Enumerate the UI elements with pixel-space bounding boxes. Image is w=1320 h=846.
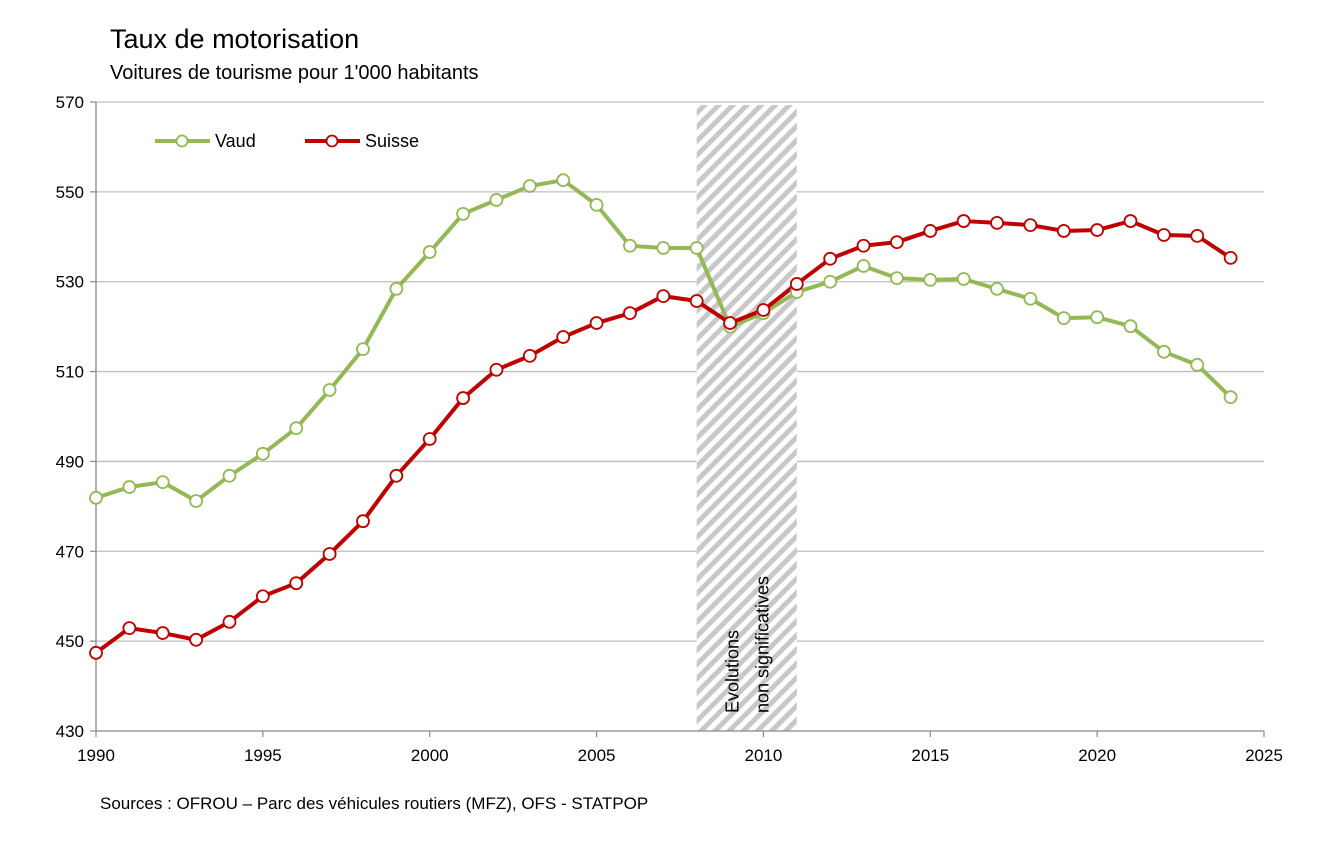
data-point-vaud bbox=[1090, 310, 1105, 325]
data-point-suisse bbox=[155, 626, 170, 640]
y-tick-label: 490 bbox=[56, 452, 84, 471]
data-point-vaud bbox=[489, 193, 504, 207]
data-point-suisse bbox=[723, 316, 737, 330]
data-point-vaud bbox=[623, 238, 637, 253]
series-line-suisse bbox=[94, 219, 1232, 655]
y-tick-label: 430 bbox=[56, 722, 84, 741]
data-point-vaud bbox=[689, 241, 704, 255]
data-point-suisse bbox=[389, 468, 404, 483]
data-point-vaud bbox=[556, 173, 571, 188]
x-tick-label: 2010 bbox=[745, 746, 783, 765]
data-point-suisse bbox=[356, 514, 370, 529]
data-point-suisse bbox=[1056, 224, 1071, 238]
data-point-suisse bbox=[990, 215, 1004, 230]
data-point-vaud bbox=[456, 206, 470, 221]
source-note: Sources : OFROU – Parc des véhicules rou… bbox=[100, 794, 648, 813]
data-point-vaud bbox=[990, 282, 1004, 296]
data-point-vaud bbox=[122, 480, 137, 494]
data-point-vaud bbox=[1156, 344, 1171, 359]
data-point-suisse bbox=[556, 330, 571, 344]
y-tick-label: 470 bbox=[56, 542, 84, 561]
data-point-vaud bbox=[923, 273, 938, 287]
data-point-vaud bbox=[1056, 311, 1071, 326]
data-point-suisse bbox=[456, 391, 470, 405]
legend-label: Suisse bbox=[365, 131, 419, 151]
y-tick-label: 550 bbox=[56, 183, 84, 202]
data-point-suisse bbox=[189, 632, 204, 647]
data-point-suisse bbox=[1190, 228, 1205, 243]
data-point-vaud bbox=[856, 259, 871, 273]
data-point-vaud bbox=[289, 421, 304, 436]
data-point-suisse bbox=[522, 348, 537, 363]
data-point-vaud bbox=[89, 490, 103, 505]
data-point-suisse bbox=[890, 235, 904, 250]
data-point-vaud bbox=[1223, 390, 1238, 405]
data-point-suisse bbox=[289, 576, 304, 591]
data-point-vaud bbox=[1123, 319, 1138, 334]
x-tick-label: 2025 bbox=[1245, 746, 1283, 765]
data-point-vaud bbox=[890, 271, 904, 286]
data-point-suisse bbox=[489, 362, 504, 377]
data-point-suisse bbox=[1090, 223, 1105, 237]
data-point-suisse bbox=[856, 238, 871, 253]
data-point-vaud bbox=[589, 197, 604, 212]
y-tick-label: 450 bbox=[56, 632, 84, 651]
data-point-vaud bbox=[322, 383, 337, 397]
chart-title: Taux de motorisation bbox=[110, 24, 359, 54]
data-point-suisse bbox=[823, 251, 838, 266]
y-tick-label: 510 bbox=[56, 363, 84, 382]
data-point-suisse bbox=[1023, 218, 1038, 233]
data-point-suisse bbox=[122, 621, 137, 636]
data-point-vaud bbox=[356, 342, 370, 357]
data-point-vaud bbox=[255, 446, 270, 461]
y-tick-label: 530 bbox=[56, 273, 84, 292]
data-point-suisse bbox=[322, 547, 337, 561]
data-point-suisse bbox=[422, 432, 437, 446]
non-significant-band bbox=[696, 105, 797, 731]
data-point-suisse bbox=[656, 289, 671, 303]
data-point-suisse bbox=[756, 303, 771, 317]
data-point-vaud bbox=[222, 468, 237, 483]
band-annotation-label: non significatives bbox=[753, 576, 773, 713]
data-point-vaud bbox=[956, 272, 971, 286]
data-point-vaud bbox=[1190, 357, 1205, 372]
data-point-suisse bbox=[255, 589, 270, 604]
data-point-suisse bbox=[623, 306, 637, 321]
data-point-suisse bbox=[1223, 251, 1238, 265]
x-tick-label: 1995 bbox=[244, 746, 282, 765]
data-point-vaud bbox=[389, 282, 404, 296]
y-tick-label: 570 bbox=[56, 93, 84, 112]
legend-marker bbox=[325, 134, 339, 148]
x-tick-label: 2005 bbox=[578, 746, 616, 765]
chart-subtitle: Voitures de tourisme pour 1'000 habitant… bbox=[110, 62, 479, 84]
data-point-vaud bbox=[155, 475, 170, 489]
data-point-vaud bbox=[1023, 291, 1038, 306]
data-point-suisse bbox=[89, 645, 103, 660]
data-point-suisse bbox=[689, 294, 704, 308]
data-point-vaud bbox=[823, 274, 838, 289]
data-point-suisse bbox=[222, 614, 237, 629]
data-point-vaud bbox=[522, 179, 537, 193]
data-point-suisse bbox=[589, 316, 604, 330]
x-tick-label: 1990 bbox=[77, 746, 115, 765]
data-point-suisse bbox=[956, 214, 971, 228]
data-point-suisse bbox=[789, 277, 804, 291]
data-point-vaud bbox=[656, 241, 671, 255]
data-point-suisse bbox=[1156, 228, 1171, 242]
data-point-vaud bbox=[189, 494, 204, 508]
x-tick-label: 2000 bbox=[411, 746, 449, 765]
x-tick-label: 2015 bbox=[911, 746, 949, 765]
x-tick-label: 2020 bbox=[1078, 746, 1116, 765]
legend-marker bbox=[175, 134, 189, 148]
band-annotation-label: Evolutions bbox=[723, 630, 743, 713]
data-point-suisse bbox=[1123, 214, 1138, 228]
legend-label: Vaud bbox=[215, 131, 256, 151]
data-point-vaud bbox=[422, 245, 437, 259]
data-point-suisse bbox=[923, 224, 938, 238]
